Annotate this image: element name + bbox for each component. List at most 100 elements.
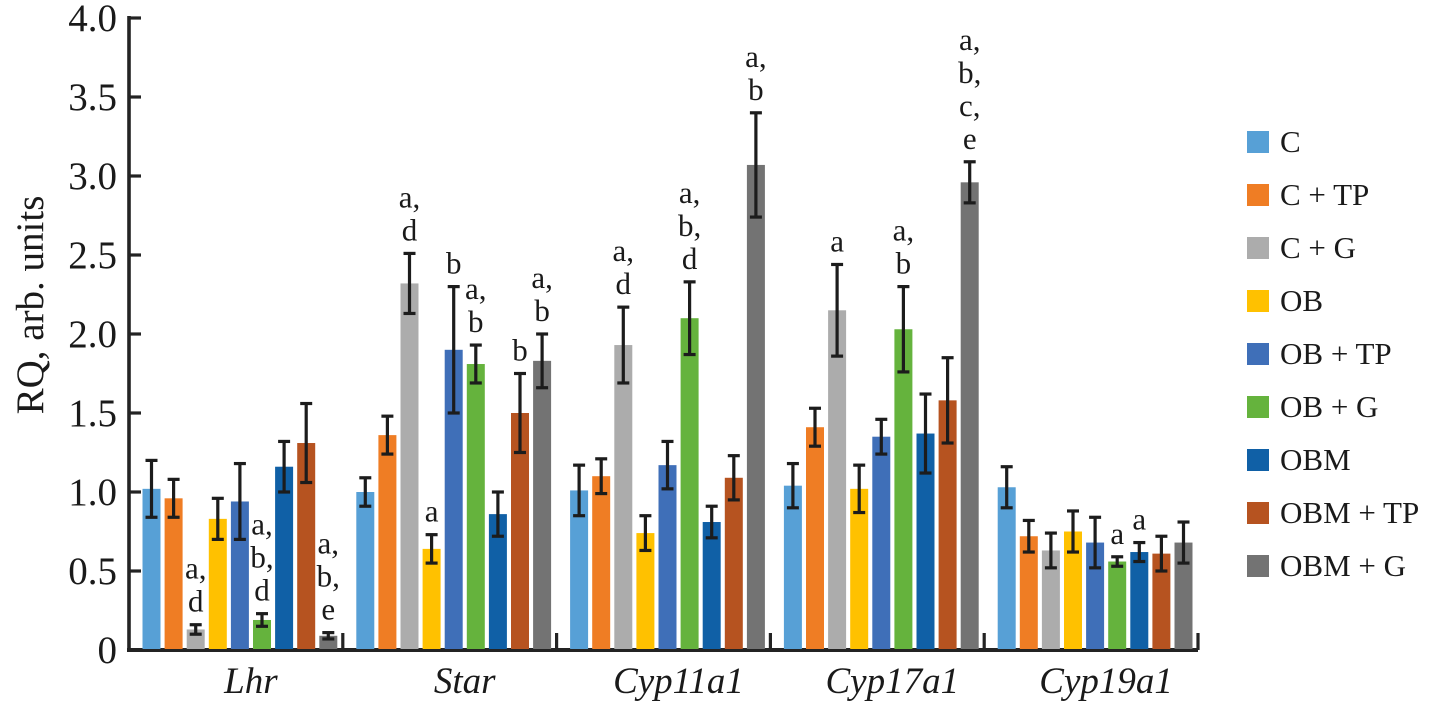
sig-annotation: b, xyxy=(678,208,701,243)
bar-C+TP-Cyp11a1 xyxy=(592,476,611,649)
bar-OBM+G-Star xyxy=(533,360,552,649)
bar-OBM+TP-Star xyxy=(511,413,529,649)
bar-C-Cyp17a1 xyxy=(783,485,802,649)
legend-item: C + G xyxy=(1247,221,1419,274)
legend: C C + TP C + G OB OB + TP OB + G OBM OBM + TP OB… xyxy=(1247,115,1419,592)
sig-annotation: a, xyxy=(679,175,701,210)
legend-item: OBM + TP xyxy=(1247,486,1419,539)
y-tick-label: 3.0 xyxy=(68,155,117,198)
bar-C-Cyp11a1 xyxy=(570,490,589,649)
bar-C+TP-Cyp19a1 xyxy=(1019,536,1038,649)
bar-OB+TP-Cyp17a1 xyxy=(872,436,891,649)
y-tick-label: 4.0 xyxy=(68,0,117,40)
y-tick-label: 1.0 xyxy=(68,471,117,514)
legend-item: C + TP xyxy=(1247,168,1419,221)
legend-label: OBM xyxy=(1280,441,1351,477)
bar-OBM-Cyp11a1 xyxy=(702,522,721,649)
sig-annotation: d xyxy=(402,212,418,247)
x-category-label: Cyp11a1 xyxy=(613,661,744,702)
bar-C-Cyp19a1 xyxy=(997,487,1016,649)
bar-C+TP-Cyp17a1 xyxy=(806,427,824,649)
sig-annotation: a xyxy=(425,494,439,529)
bar-OBM-Cyp17a1 xyxy=(916,433,935,649)
legend-item: OB xyxy=(1247,274,1419,327)
bar-OBM+TP-Lhr xyxy=(297,443,316,649)
sig-annotation: a, xyxy=(613,233,635,268)
x-category-label: Cyp19a1 xyxy=(1039,661,1173,702)
sig-annotation: a, xyxy=(399,179,421,214)
legend-swatch xyxy=(1247,342,1269,365)
bar-OBM+TP-Cyp11a1 xyxy=(724,477,743,649)
bar-C+G-Star xyxy=(400,283,419,649)
sig-annotation: a xyxy=(1110,516,1124,551)
y-tick-label: 1.5 xyxy=(68,392,117,435)
bar-OBM-Lhr xyxy=(275,466,294,649)
sig-annotation: d xyxy=(616,266,632,301)
bar-OB+G-Cyp19a1 xyxy=(1108,561,1127,649)
bar-OB-Cyp11a1 xyxy=(636,533,655,649)
x-category-label: Lhr xyxy=(223,661,278,702)
bar-C+TP-Lhr xyxy=(164,498,183,649)
y-tick-label: 2.0 xyxy=(68,313,117,356)
bar-OB-Cyp19a1 xyxy=(1064,531,1082,649)
legend-label: C xyxy=(1280,123,1301,159)
legend-label: OB xyxy=(1280,282,1324,318)
sig-annotation: b xyxy=(512,333,528,368)
bar-C+G-Cyp19a1 xyxy=(1041,550,1060,649)
bar-OBM+G-Cyp19a1 xyxy=(1174,542,1193,649)
bar-OBM+G-Cyp17a1 xyxy=(960,182,979,649)
bar-C-Lhr xyxy=(142,488,161,649)
y-tick-label: 0.5 xyxy=(68,550,117,593)
y-tick-label: 2.5 xyxy=(68,234,117,277)
y-tick-label: 3.5 xyxy=(68,76,117,119)
bar-OB-Lhr xyxy=(208,518,227,649)
legend-item: OBM + G xyxy=(1247,539,1419,592)
bar-OBM+TP-Cyp19a1 xyxy=(1152,553,1171,649)
sig-annotation: d xyxy=(188,584,204,619)
sig-annotation: a, xyxy=(251,507,273,542)
sig-annotation: b, xyxy=(317,559,340,594)
bar-C-Star xyxy=(356,492,375,649)
sig-annotation: d xyxy=(682,241,698,276)
sig-annotation: b xyxy=(534,293,550,328)
sig-annotation: b, xyxy=(958,55,981,90)
bar-C+G-Cyp17a1 xyxy=(828,310,847,649)
legend-swatch xyxy=(1247,448,1269,471)
sig-annotation: a xyxy=(830,223,844,258)
sig-annotation: a, xyxy=(531,260,553,295)
legend-swatch xyxy=(1247,395,1269,418)
legend-swatch xyxy=(1247,501,1269,524)
sig-annotation: c, xyxy=(959,88,981,123)
sig-annotation: d xyxy=(254,573,270,608)
bar-C+TP-Star xyxy=(378,435,397,649)
sig-annotation: e xyxy=(963,121,977,156)
bar-OBM-Cyp19a1 xyxy=(1130,552,1149,649)
bar-OB-Cyp17a1 xyxy=(850,488,869,649)
bar-OB+G-Star xyxy=(466,364,485,649)
sig-annotation: b xyxy=(468,304,484,339)
legend-label: OB + G xyxy=(1280,388,1379,424)
legend-swatch xyxy=(1247,130,1269,153)
sig-annotation: a, xyxy=(959,22,981,57)
y-tick-label: 0 xyxy=(98,629,118,672)
sig-annotation: b xyxy=(748,72,764,107)
sig-annotation: a, xyxy=(185,551,207,586)
legend-item: C xyxy=(1247,115,1419,168)
legend-swatch xyxy=(1247,289,1269,312)
bar-C+G-Cyp11a1 xyxy=(614,345,633,649)
sig-annotation: b xyxy=(896,246,912,281)
sig-annotation: a, xyxy=(465,271,487,306)
legend-item: OB + TP xyxy=(1247,327,1419,380)
bar-OB+G-Cyp11a1 xyxy=(680,318,699,649)
sig-annotation: b, xyxy=(250,540,273,575)
sig-annotation: a, xyxy=(893,213,915,248)
legend-label: OBM + TP xyxy=(1280,494,1420,530)
bar-OB+G-Cyp17a1 xyxy=(894,329,913,649)
bar-OBM+G-Cyp11a1 xyxy=(746,164,765,649)
x-category-label: Cyp17a1 xyxy=(825,661,959,702)
legend-item: OB + G xyxy=(1247,380,1419,433)
sig-annotation: a xyxy=(1132,502,1146,537)
legend-swatch xyxy=(1247,554,1269,577)
sig-annotation: a, xyxy=(318,526,340,561)
